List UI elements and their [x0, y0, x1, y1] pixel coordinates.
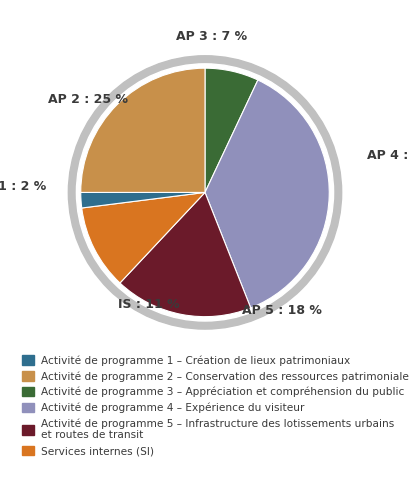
Wedge shape [81, 192, 204, 283]
Circle shape [68, 56, 341, 329]
Wedge shape [120, 192, 250, 316]
Text: IS : 11 %: IS : 11 % [118, 298, 180, 311]
Text: AP 3 : 7 %: AP 3 : 7 % [175, 30, 246, 44]
Text: AP 2 : 25 %: AP 2 : 25 % [48, 92, 128, 106]
Wedge shape [81, 68, 204, 192]
Text: AP 5 : 18 %: AP 5 : 18 % [241, 304, 321, 317]
Text: AP 1 : 2 %: AP 1 : 2 % [0, 180, 46, 192]
Circle shape [76, 64, 333, 321]
Wedge shape [81, 192, 204, 208]
Wedge shape [204, 68, 257, 192]
Wedge shape [204, 80, 328, 308]
Text: AP 4 : 37 %: AP 4 : 37 % [366, 148, 409, 162]
Legend: Activité de programme 1 – Création de lieux patrimoniaux, Activité de programme : Activité de programme 1 – Création de li… [21, 356, 409, 456]
